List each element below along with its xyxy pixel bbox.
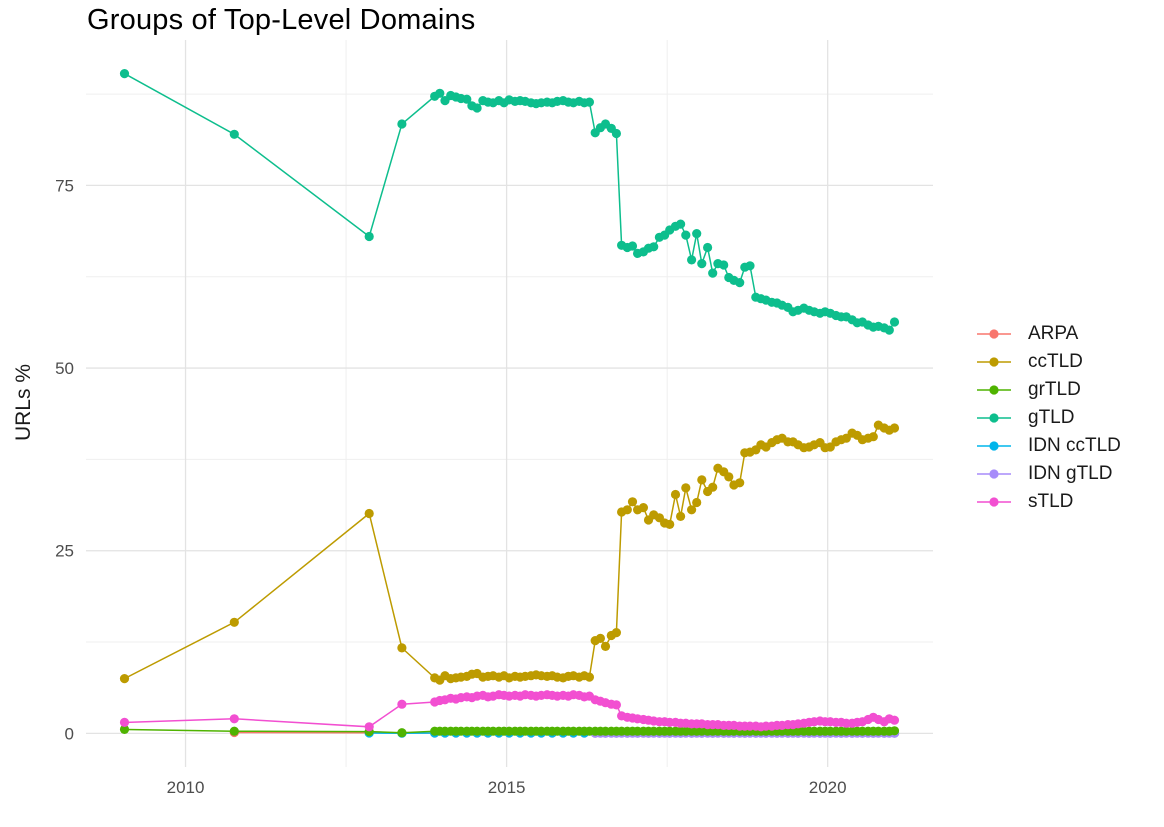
data-point — [692, 229, 702, 239]
data-point — [692, 497, 702, 508]
data-point — [119, 717, 130, 728]
data-point — [119, 674, 130, 684]
data-point — [889, 423, 900, 433]
x-tick-label: 2010 — [167, 778, 205, 797]
data-point — [724, 472, 734, 482]
data-point — [584, 672, 595, 682]
data-point — [364, 231, 374, 242]
data-point — [119, 69, 130, 79]
y-tick-label: 0 — [65, 724, 74, 743]
data-point — [884, 325, 894, 335]
data-point — [472, 103, 482, 113]
y-axis-title: URLs % — [12, 364, 35, 442]
data-point — [397, 643, 407, 653]
data-point — [708, 268, 718, 278]
data-point — [687, 255, 697, 265]
legend-item: gTLD — [976, 404, 1121, 432]
data-point — [622, 505, 632, 515]
legend-key-icon — [977, 385, 1011, 395]
legend-item-label: gTLD — [1028, 407, 1075, 428]
legend-item: ARPA — [976, 320, 1121, 348]
x-tick-label: 2015 — [488, 778, 526, 797]
data-point — [600, 641, 611, 652]
data-point — [649, 242, 659, 252]
data-point — [708, 482, 718, 492]
data-point — [719, 260, 729, 270]
data-point — [697, 259, 707, 269]
data-point — [681, 230, 691, 240]
data-point — [745, 261, 755, 271]
data-point — [676, 219, 686, 229]
data-point — [627, 497, 638, 507]
legend-item-label: IDN ccTLD — [1028, 435, 1121, 456]
legend-key-icon — [977, 357, 1011, 367]
data-point — [889, 715, 900, 725]
data-point — [397, 699, 407, 709]
data-point — [364, 722, 374, 732]
data-point — [735, 278, 745, 288]
legend: ARPA ccTLD grTLD gTLD IDN ccTLD IDN gTLD sTLD — [976, 320, 1121, 516]
legend-item-label: ARPA — [1028, 323, 1079, 344]
data-point — [229, 714, 239, 724]
legend-item-label: ccTLD — [1028, 351, 1083, 372]
x-tick-label: 2020 — [809, 778, 847, 797]
legend-item: sTLD — [976, 488, 1121, 516]
data-point — [584, 97, 595, 107]
data-point — [687, 505, 697, 515]
data-point — [627, 241, 638, 251]
data-point — [868, 432, 878, 442]
data-point — [397, 728, 407, 738]
data-point — [638, 503, 649, 513]
plot-title: Groups of Top-Level Domains — [87, 4, 476, 36]
data-point — [229, 726, 239, 736]
legend-item-label: IDN gTLD — [1028, 463, 1113, 484]
y-tick-label: 75 — [55, 176, 74, 195]
legend-key-icon — [977, 329, 1011, 339]
data-point — [676, 511, 686, 521]
data-point — [229, 617, 239, 627]
y-tick-label: 50 — [55, 359, 74, 378]
data-point — [735, 478, 745, 488]
data-point — [670, 489, 681, 500]
data-point — [665, 519, 675, 530]
legend-item: IDN gTLD — [976, 460, 1121, 488]
y-tick-label: 25 — [55, 542, 74, 561]
data-point — [703, 242, 713, 253]
legend-item-label: grTLD — [1028, 379, 1081, 400]
series-line — [124, 72, 896, 332]
data-point — [611, 700, 622, 710]
data-point — [611, 128, 622, 139]
data-point — [611, 628, 622, 638]
data-point — [435, 88, 445, 98]
data-point — [364, 508, 374, 519]
legend-item: grTLD — [976, 376, 1121, 404]
legend-item-label: sTLD — [1028, 491, 1074, 512]
legend-key-icon — [977, 441, 1011, 451]
legend-key-icon — [977, 413, 1011, 423]
legend-item: IDN ccTLD — [976, 432, 1121, 460]
legend-key-icon — [977, 497, 1011, 507]
data-point — [681, 483, 691, 493]
data-point — [119, 724, 130, 735]
data-point — [229, 129, 239, 139]
data-point — [889, 317, 900, 327]
data-point — [397, 119, 407, 129]
data-point — [595, 633, 606, 644]
legend-key-icon — [977, 469, 1011, 479]
data-point — [462, 94, 472, 104]
data-point — [889, 726, 900, 736]
data-point — [697, 475, 707, 485]
legend-item: ccTLD — [976, 348, 1121, 376]
